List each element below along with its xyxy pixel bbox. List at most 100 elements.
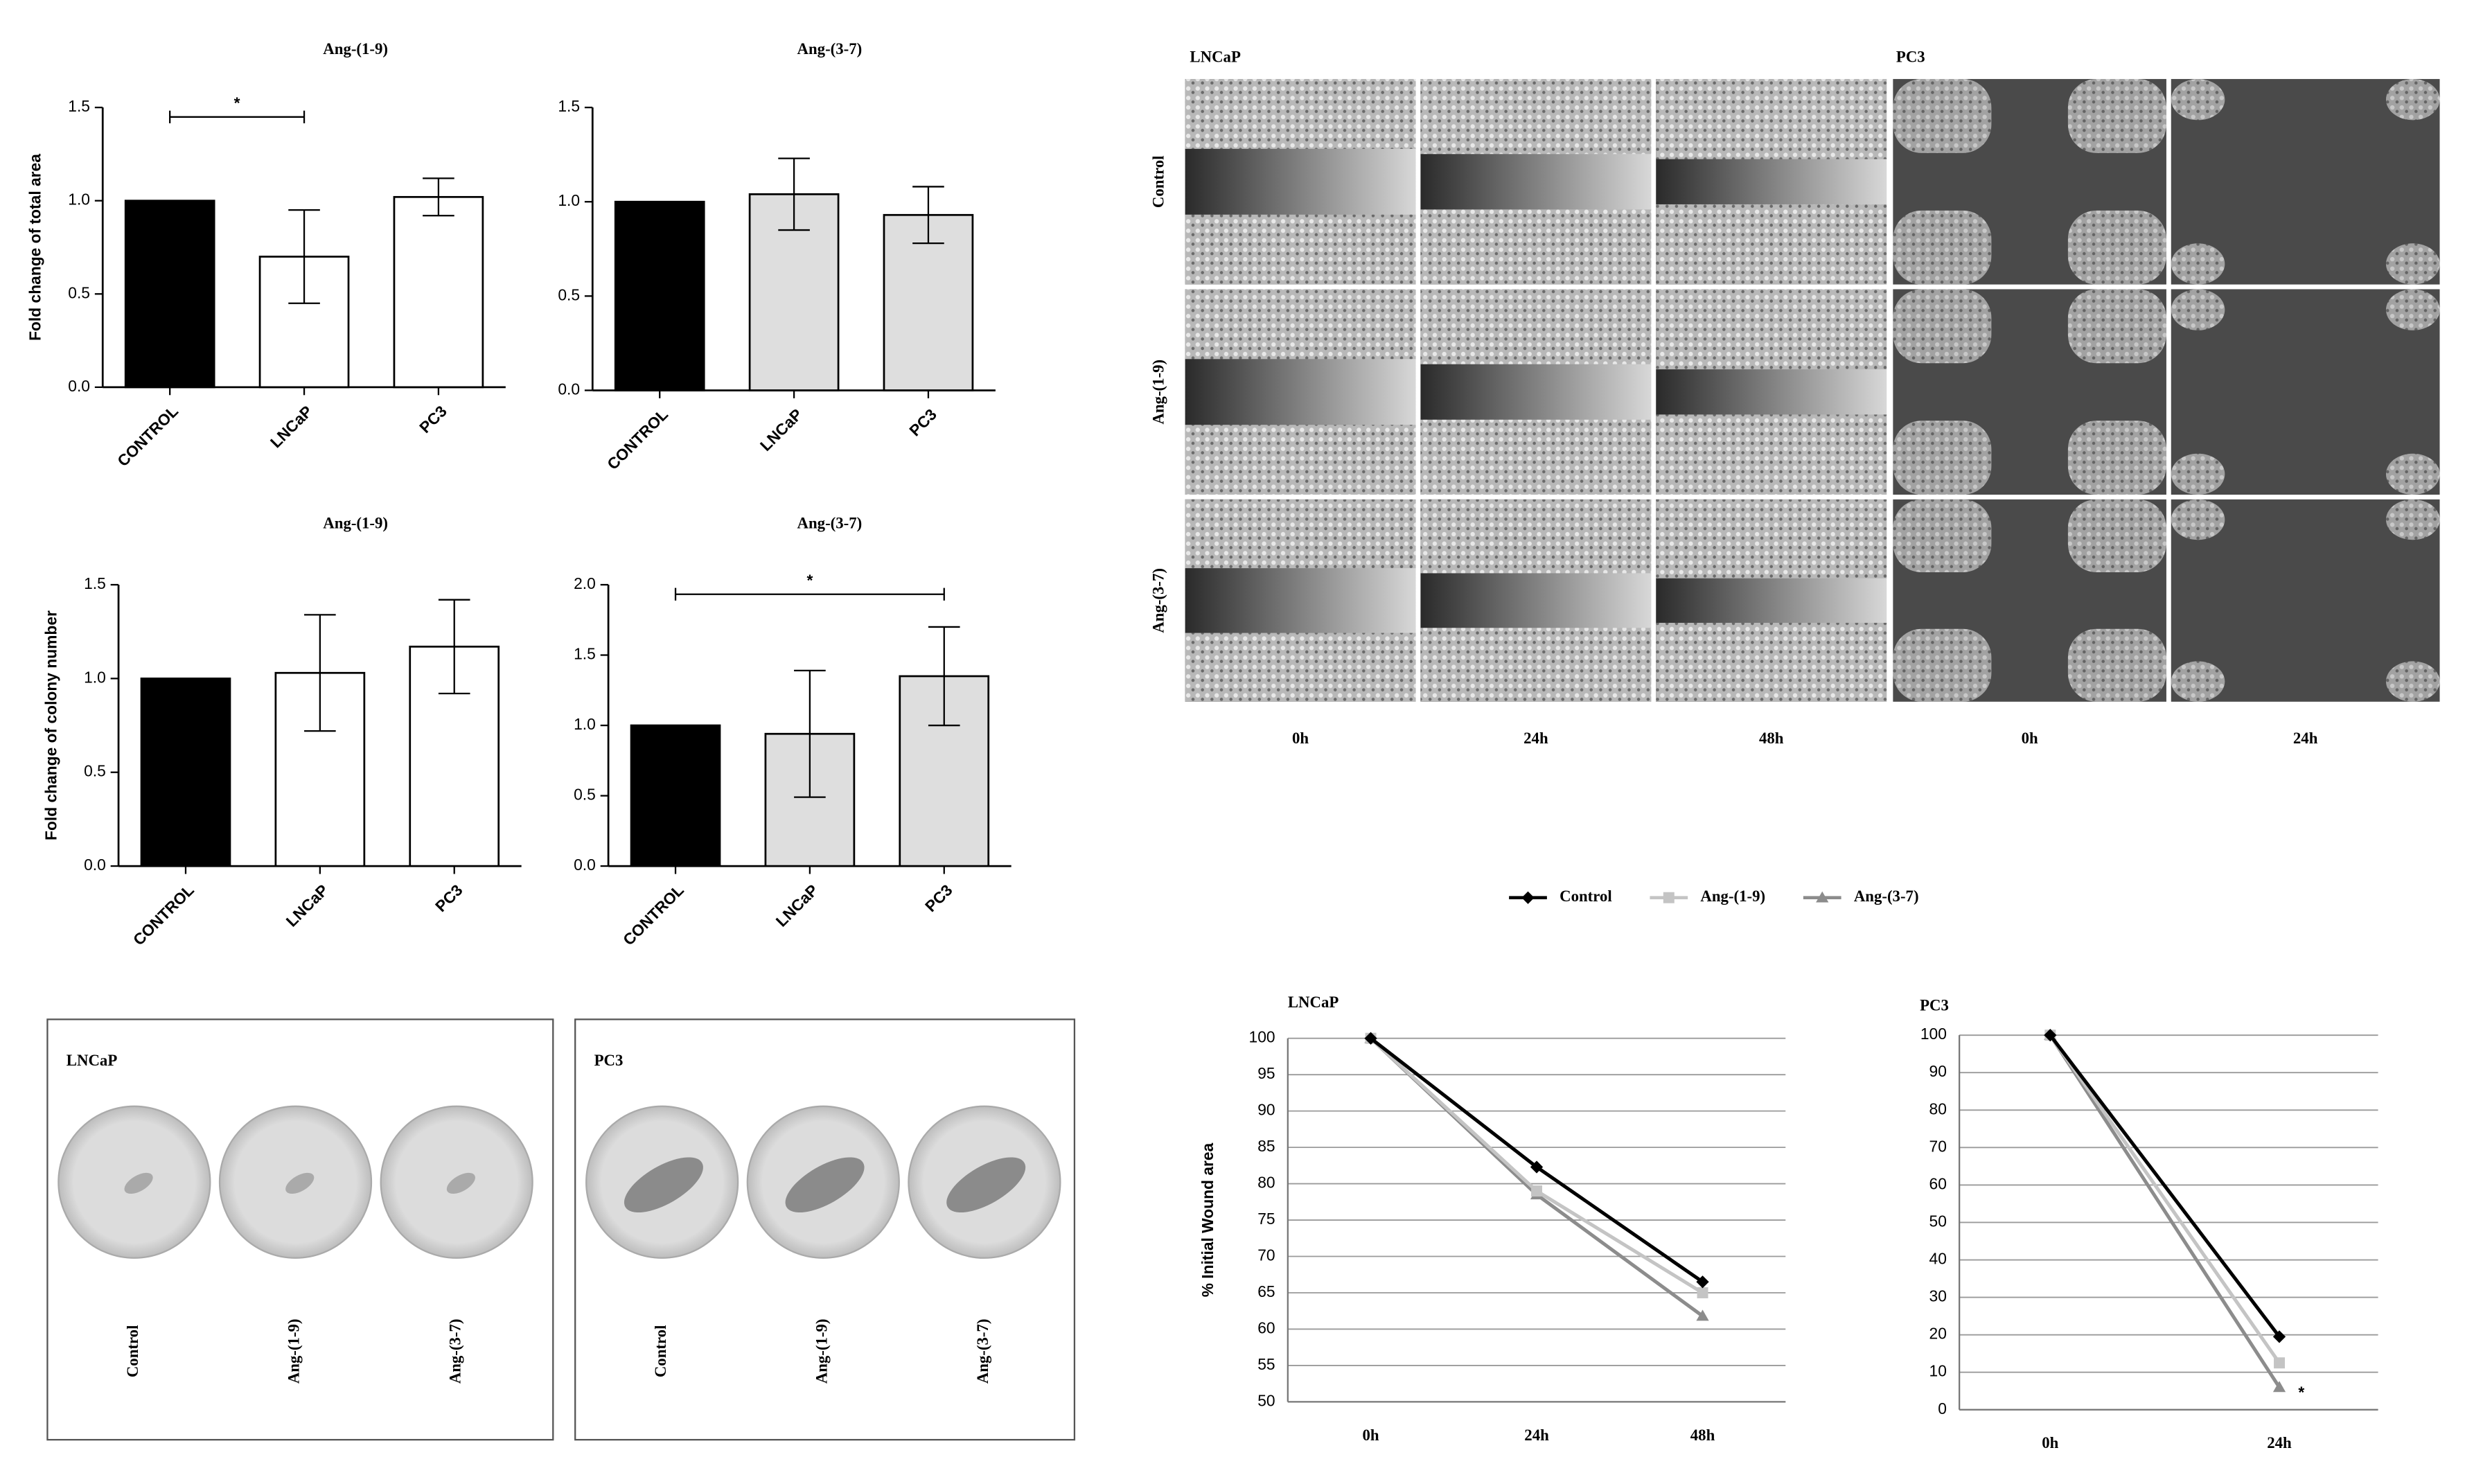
x-tick-label: CONTROL [603, 405, 671, 473]
chart-title: Ang-(1-9) [323, 515, 388, 532]
colonies [785, 1157, 865, 1213]
cell-layer [1185, 425, 1416, 495]
y-tick-label: 0.5 [558, 285, 580, 303]
panel-title: PC3 [594, 1052, 624, 1069]
annotation: * [2298, 1383, 2304, 1401]
y-tick-label: 0.5 [574, 786, 596, 804]
chart-title: Ang-(3-7) [797, 515, 863, 532]
cell-layer [1893, 289, 1992, 364]
y-tick-label: 0 [1938, 1399, 1947, 1417]
micrograph [1893, 79, 2166, 285]
y-tick-label: 1.5 [558, 97, 580, 115]
time-label: 24h [1523, 730, 1548, 747]
y-tick-label: 0.0 [558, 380, 580, 398]
error-bar [423, 177, 454, 217]
y-tick-label: 80 [1257, 1174, 1275, 1192]
cell-layer [1420, 419, 1652, 495]
y-axis-label: % Initial Wound area [1199, 1142, 1217, 1297]
series-line [1369, 1036, 1704, 1318]
error-bar [794, 669, 826, 798]
bar [140, 678, 231, 867]
x-tick-label: 24h [2267, 1434, 2292, 1451]
colonies [946, 1157, 1026, 1213]
bar [614, 200, 705, 391]
marker [2272, 1381, 2286, 1393]
dish-label: Ang-(1-9) [813, 1319, 831, 1384]
y-tick-label: 1.0 [574, 715, 596, 733]
marker [1696, 1309, 1709, 1321]
cell-layer [1893, 210, 1992, 285]
treatment-label: Control [1149, 156, 1167, 209]
marker [1521, 891, 1535, 904]
marker [2044, 1029, 2057, 1042]
dish-label: Ang-(3-7) [974, 1319, 991, 1384]
bar [630, 724, 721, 867]
y-tick-label: 100 [1249, 1028, 1275, 1046]
cell-layer [2171, 453, 2225, 495]
y-tick-label: 100 [1920, 1025, 1947, 1043]
cell-layer [1185, 289, 1416, 360]
y-tick-label: 1.0 [68, 191, 90, 209]
series-line [2049, 1034, 2281, 1388]
micrograph [1656, 289, 1887, 495]
colonies [446, 1172, 475, 1194]
micrograph [1656, 499, 1887, 702]
y-tick-label: 0.0 [84, 856, 106, 874]
error-bar [928, 626, 960, 727]
x-tick-label: PC3 [432, 881, 466, 915]
cell-layer [1656, 414, 1887, 495]
cell-layer [1185, 79, 1416, 149]
cell-layer [1420, 209, 1652, 285]
micrograph [1185, 289, 1416, 495]
x-tick-label: CONTROL [619, 881, 687, 948]
micrograph [1185, 79, 1416, 285]
micrograph [1656, 79, 1887, 285]
legend-label: Ang-(3-7) [1854, 887, 1919, 905]
cell-layer [1420, 628, 1652, 702]
cell-layer [1185, 499, 1416, 569]
cell-line-label: PC3 [1896, 48, 1925, 66]
y-tick-label: 10 [1929, 1362, 1947, 1380]
x-tick-label: 0h [2042, 1434, 2058, 1451]
y-tick-label: 20 [1929, 1325, 1947, 1343]
y-axis-label: Fold change of colony number [42, 610, 60, 840]
micrograph [1420, 289, 1652, 495]
y-tick-label: 90 [1257, 1101, 1275, 1119]
chart-title: Ang-(3-7) [797, 40, 863, 58]
cell-layer [1185, 214, 1416, 285]
marker [2272, 1330, 2286, 1343]
y-tick-label: 1.0 [84, 668, 106, 686]
time-label: 48h [1759, 730, 1784, 747]
cell-layer [1420, 499, 1652, 574]
micrograph [2171, 499, 2440, 702]
panel-title: LNCaP [67, 1052, 118, 1069]
cell-layer [2385, 243, 2440, 285]
cell-layer [1656, 204, 1887, 285]
cell-layer [2385, 289, 2440, 330]
cell-layer [2171, 499, 2225, 540]
y-tick-label: 30 [1929, 1287, 1947, 1305]
cell-layer [1420, 79, 1652, 154]
x-tick-label: PC3 [416, 402, 450, 436]
y-tick-label: 2.0 [574, 574, 596, 592]
y-tick-label: 95 [1257, 1064, 1275, 1082]
y-tick-label: 1.0 [558, 191, 580, 209]
legend-label: Control [1560, 887, 1612, 905]
cell-layer [1893, 421, 1992, 495]
time-label: 0h [1292, 730, 1309, 747]
y-tick-label: 0.0 [68, 377, 90, 395]
chart-title: PC3 [1920, 996, 1949, 1014]
bar [883, 213, 974, 391]
x-tick-label: LNCaP [283, 881, 332, 930]
micrograph [1420, 79, 1652, 285]
dish-label: Control [124, 1325, 141, 1378]
chart-title: LNCaP [1288, 993, 1339, 1011]
cell-layer [2067, 499, 2166, 572]
chart-title: Ang-(1-9) [323, 40, 388, 58]
x-tick-label: LNCaP [267, 402, 316, 451]
y-tick-label: 85 [1257, 1137, 1275, 1155]
cell-layer [1656, 289, 1887, 370]
legend-label: Ang-(1-9) [1700, 887, 1765, 905]
colonies [285, 1172, 315, 1194]
cell-layer [2067, 289, 2166, 364]
